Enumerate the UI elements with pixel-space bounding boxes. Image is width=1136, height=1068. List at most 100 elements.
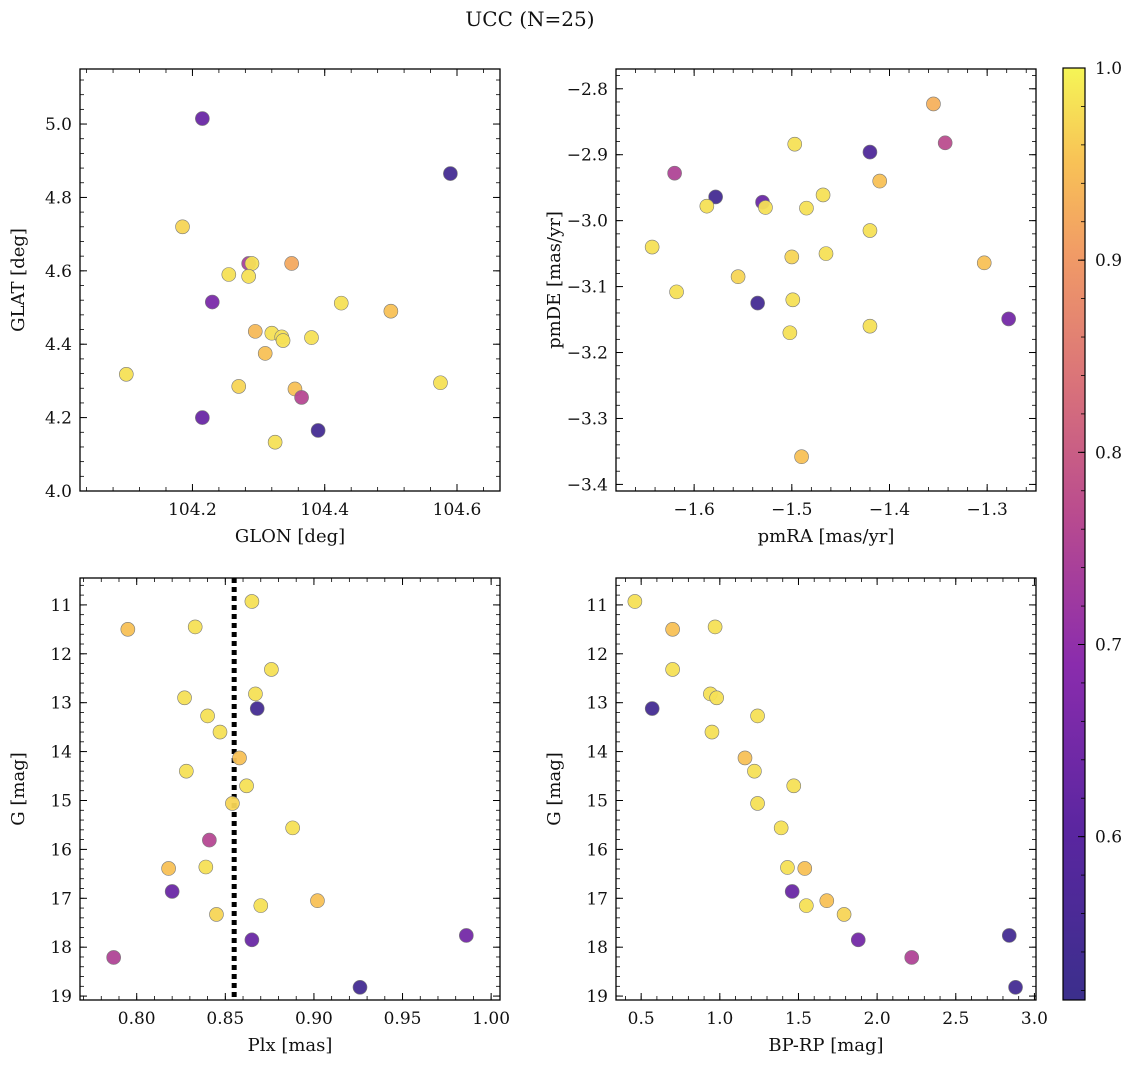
- data-point: [200, 708, 215, 724]
- x-axis-label: BP-RP [mag]: [768, 1035, 883, 1056]
- data-point: [244, 932, 260, 948]
- data-point: [294, 390, 309, 405]
- data-point: [195, 410, 210, 425]
- data-point: [232, 750, 247, 766]
- data-point: [310, 423, 326, 438]
- data-point: [862, 144, 878, 160]
- y-tick-label: 18: [586, 938, 608, 958]
- data-point: [737, 750, 753, 766]
- data-point: [249, 701, 265, 716]
- data-point: [106, 950, 121, 965]
- y-tick-label: 11: [50, 596, 72, 616]
- y-tick-label: 16: [50, 840, 72, 860]
- data-point: [239, 778, 254, 794]
- y-tick-label: −3.2: [567, 344, 608, 364]
- y-tick-label: 12: [50, 645, 72, 665]
- y-tick-label: −3.4: [567, 475, 608, 495]
- colorbar-tick-label: 0.6: [1095, 828, 1122, 848]
- data-point: [747, 763, 762, 779]
- x-tick-label: 1.5: [785, 1009, 812, 1029]
- data-point: [926, 96, 941, 112]
- data-point: [758, 200, 773, 215]
- data-point: [1001, 928, 1017, 943]
- data-point: [284, 256, 299, 271]
- data-point: [225, 796, 240, 811]
- x-axis-label: Plx [mas]: [248, 1035, 333, 1056]
- x-tick-label: −1.3: [967, 500, 1008, 520]
- x-tick-label: 2.5: [942, 1009, 969, 1029]
- data-point: [750, 295, 765, 311]
- data-point: [773, 820, 789, 836]
- y-axis-label: GLAT [deg]: [8, 228, 29, 332]
- data-point: [264, 662, 279, 677]
- data-point: [161, 861, 176, 876]
- data-point: [836, 907, 852, 922]
- data-point: [209, 907, 224, 922]
- data-point: [212, 724, 228, 740]
- data-point: [221, 267, 237, 282]
- y-tick-label: −3.3: [567, 409, 608, 429]
- data-point: [383, 303, 399, 319]
- data-point: [799, 898, 814, 913]
- colorbar-gradient: [1062, 67, 1086, 1001]
- x-tick-label: −1.6: [673, 500, 714, 520]
- figure-title: UCC (N=25): [465, 7, 594, 31]
- data-point: [177, 690, 192, 706]
- x-tick-label: 0.95: [384, 1009, 422, 1029]
- data-point: [247, 324, 263, 339]
- panel-plx-g: 0.80 0.85 0.90 0.95 1.00 11 12 13 14 15 16 17 18 19 Pl…: [8, 577, 510, 1056]
- data-point: [198, 859, 214, 875]
- y-tick-label: 4.8: [45, 188, 72, 208]
- panel-bprp-g: 0.5 1.0 1.5 2.0 2.5 3.0 11 12 13 14 15 16 17 18 19 BP-R…: [544, 577, 1048, 1056]
- axes-frame: [79, 68, 501, 492]
- data-point: [750, 708, 765, 724]
- y-tick-label: 14: [50, 743, 72, 763]
- data-point: [285, 820, 300, 836]
- y-tick-label: −2.9: [567, 146, 608, 166]
- x-axis-label: pmRA [mas/yr]: [758, 526, 895, 547]
- data-point: [904, 950, 920, 965]
- data-point: [244, 594, 260, 609]
- y-tick-label: 13: [50, 694, 72, 714]
- data-point: [241, 269, 256, 284]
- x-tick-label: 104.6: [433, 500, 482, 520]
- colorbar-tick-label: 0.7: [1095, 635, 1122, 655]
- panels: 104.2 104.4 104.6 4.0 4.2 4.4 4.6 4.8 5.0 GLON [d…: [8, 68, 1048, 1056]
- data-point: [352, 979, 368, 995]
- data-point: [976, 255, 992, 271]
- y-tick-label: 13: [586, 694, 608, 714]
- data-point: [275, 333, 291, 348]
- data-point: [644, 239, 660, 255]
- colorbar-tick-label: 1.0: [1095, 59, 1122, 79]
- y-tick-label: 15: [50, 791, 72, 811]
- data-point: [443, 166, 458, 181]
- data-point: [1008, 979, 1023, 995]
- data-point: [937, 135, 953, 151]
- data-point: [118, 367, 134, 382]
- data-point: [709, 690, 724, 706]
- data-point: [627, 594, 643, 609]
- data-point: [708, 189, 723, 205]
- x-tick-label: 0.80: [118, 1009, 156, 1029]
- data-point: [707, 619, 723, 635]
- y-tick-label: 4.0: [45, 482, 72, 502]
- data-point: [750, 796, 765, 811]
- y-tick-label: 17: [50, 889, 72, 909]
- data-point: [784, 249, 800, 265]
- x-tick-label: −1.4: [869, 500, 910, 520]
- data-point: [818, 246, 834, 261]
- colorbar-tick-label: 0.8: [1095, 443, 1122, 463]
- data-point: [819, 893, 835, 909]
- y-tick-label: 11: [586, 596, 608, 616]
- colorbar: 0.6 0.7 0.8 0.9 1.0: [1062, 59, 1122, 1001]
- data-point: [815, 187, 831, 203]
- data-point: [784, 884, 800, 899]
- y-axis-label: G [mag]: [8, 752, 29, 825]
- x-tick-label: 1.00: [472, 1009, 510, 1029]
- data-point: [699, 198, 715, 214]
- data-point: [862, 318, 878, 334]
- data-point: [231, 379, 247, 394]
- data-point: [310, 893, 325, 909]
- colorbar-tick-label: 0.9: [1095, 251, 1122, 271]
- axes-frame: [615, 68, 1037, 492]
